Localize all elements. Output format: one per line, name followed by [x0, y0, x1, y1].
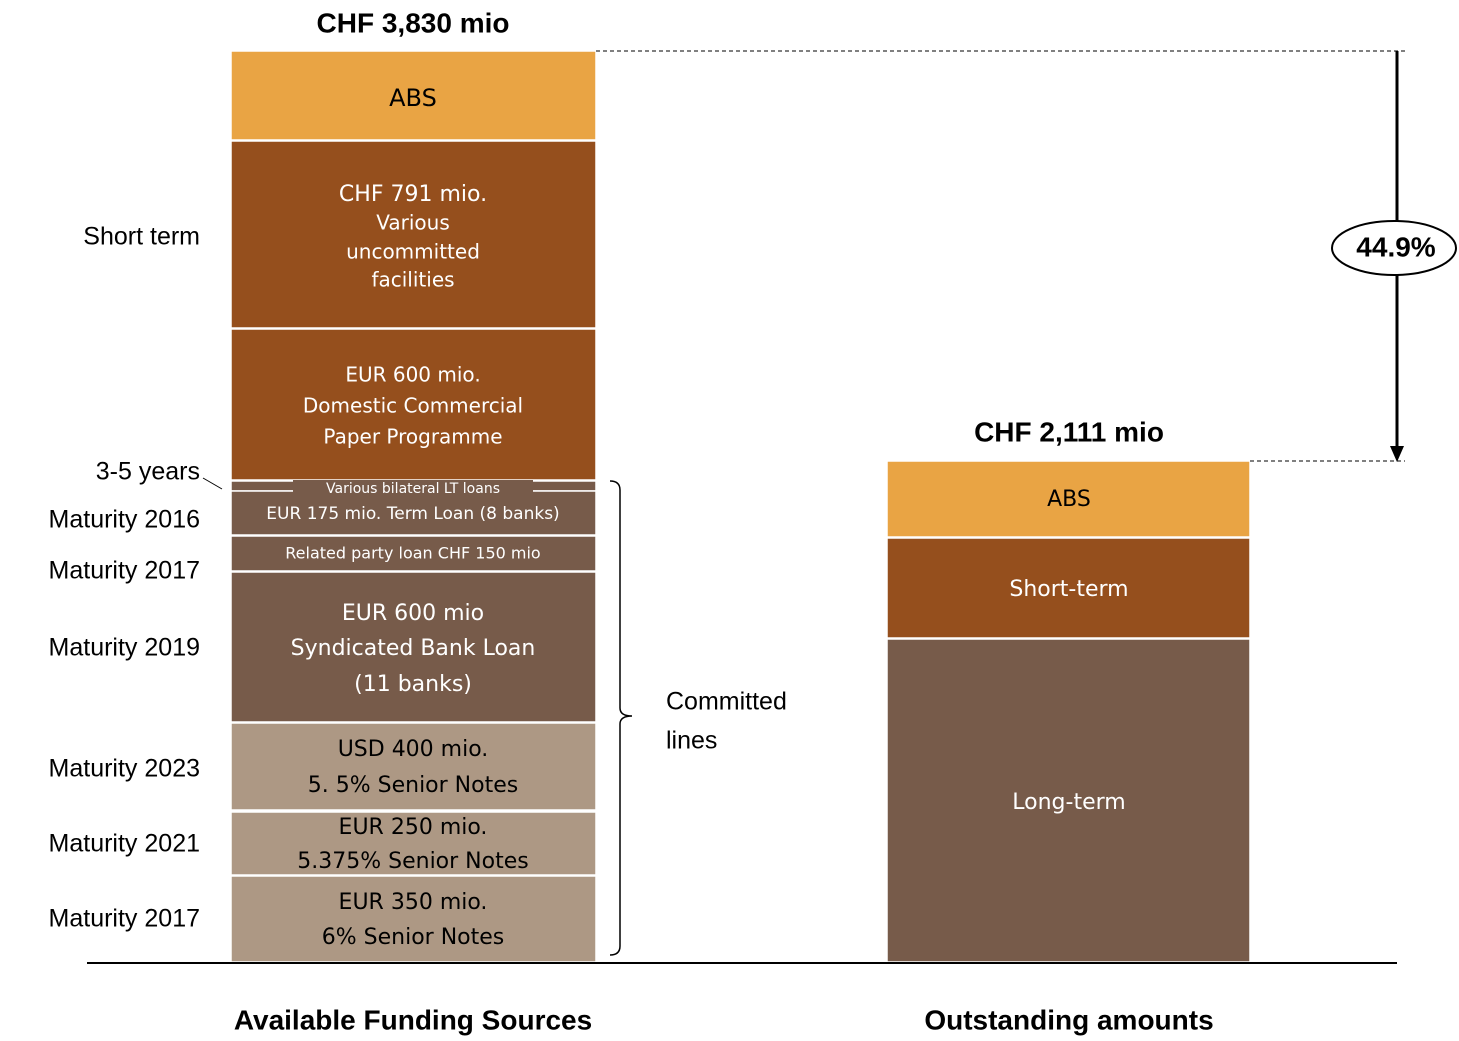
left-total: CHF 3,830 mio: [317, 7, 510, 38]
segment-label: 5.375% Senior Notes: [297, 849, 528, 874]
side-label: Maturity 2017: [49, 557, 200, 585]
brace-label: lines: [666, 727, 717, 755]
segment: [230, 490, 597, 536]
segment-label: 6% Senior Notes: [322, 925, 505, 950]
segment-label: Short-term: [1009, 577, 1128, 602]
segment: [230, 140, 597, 329]
segment-label: Syndicated Bank Loan: [291, 636, 536, 661]
segment-label: CHF 791 mio.: [339, 182, 487, 207]
side-label: Maturity 2019: [49, 634, 200, 662]
arrow-head: [1390, 446, 1404, 462]
segment-label: EUR 350 mio.: [339, 890, 488, 915]
right-bar: [886, 460, 1251, 963]
segment: [230, 722, 597, 811]
side-label: Maturity 2021: [49, 830, 200, 858]
side-label: Short term: [83, 223, 200, 251]
right-total: CHF 2,111 mio: [974, 416, 1164, 447]
segment-label: 5. 5% Senior Notes: [308, 773, 518, 798]
segment-label: Various: [376, 211, 450, 235]
segment-label: EUR 175 mio. Term Loan (8 banks): [266, 504, 559, 524]
segment-label: Related party loan CHF 150 mio: [285, 544, 540, 563]
segment-label: uncommitted: [346, 240, 480, 264]
segment-label: EUR 250 mio.: [339, 815, 488, 840]
segment: [230, 875, 597, 963]
side-label: Maturity 2023: [49, 755, 200, 783]
segment-label: Long-term: [1012, 790, 1125, 815]
segment-label: EUR 600 mio: [342, 601, 484, 626]
segment-label: ABS: [389, 84, 437, 112]
segment-label: (11 banks): [354, 672, 472, 697]
segment-label: facilities: [371, 268, 454, 292]
left-bar: [230, 50, 597, 963]
side-label: Maturity 2017: [49, 905, 200, 933]
segment-label: Various bilateral LT loans: [326, 481, 500, 497]
brace: [609, 480, 633, 956]
difference: 44.9%: [1356, 231, 1435, 262]
ellipse: [1331, 220, 1457, 276]
segment: [886, 537, 1251, 639]
side-label: 3-5 years: [96, 458, 200, 486]
segment-label: ABS: [1047, 487, 1091, 512]
segment: [230, 50, 597, 141]
label-background: [293, 480, 533, 497]
segment-label: USD 400 mio.: [338, 737, 489, 762]
right-caption: Outstanding amounts: [924, 1004, 1213, 1035]
segment-label: EUR 600 mio.: [345, 363, 480, 387]
segment: [230, 535, 597, 572]
side-label: Maturity 2016: [49, 506, 200, 534]
brace-label: Committed: [666, 688, 787, 716]
segment: [886, 460, 1251, 538]
segment-label: Paper Programme: [323, 425, 502, 449]
segment: [230, 571, 597, 723]
segment: [230, 328, 597, 481]
left-caption: Available Funding Sources: [234, 1004, 592, 1035]
segment: [886, 638, 1251, 963]
segment: [230, 811, 597, 876]
leader: [202, 477, 223, 490]
segment-label: Domestic Commercial: [303, 394, 523, 418]
